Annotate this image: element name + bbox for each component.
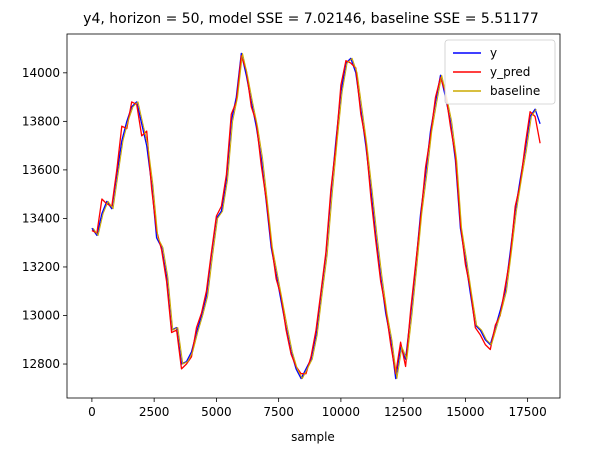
- legend-label-y-pred: y_pred: [490, 65, 530, 79]
- x-tick-label: 17500: [509, 405, 547, 419]
- x-axis: 0 2500 5000 7500 10000 12500 15000 17500: [88, 398, 547, 419]
- x-tick-label: 2500: [139, 405, 170, 419]
- y-tick-label: 12800: [22, 357, 60, 371]
- x-tick-label: 7500: [263, 405, 294, 419]
- legend-label-baseline: baseline: [490, 84, 540, 98]
- plot-frame: [66, 33, 561, 399]
- y-axis: 12800 13000 13200 13400 13600 13800 14000: [22, 66, 67, 371]
- x-tick-label: 15000: [446, 405, 484, 419]
- y-tick-label: 14000: [22, 66, 60, 80]
- legend-label-y: y: [490, 46, 497, 60]
- x-tick-label: 0: [88, 405, 96, 419]
- x-axis-label: sample: [291, 430, 335, 444]
- y-tick-label: 13200: [22, 260, 60, 274]
- x-tick-label: 12500: [384, 405, 422, 419]
- series-line-baseline: [92, 52, 537, 380]
- y-tick-label: 13000: [22, 308, 60, 322]
- x-tick-label: 10000: [322, 405, 360, 419]
- legend-box: [444, 39, 556, 105]
- series-layer: [91, 52, 541, 380]
- y-tick-label: 13800: [22, 114, 60, 128]
- legend: y y_pred baseline: [444, 39, 556, 105]
- y-tick-label: 13400: [22, 211, 60, 225]
- chart-title: y4, horizon = 50, model SSE = 7.02146, b…: [83, 11, 539, 27]
- series-line-y-pred: [91, 55, 541, 375]
- x-tick-label: 5000: [201, 405, 232, 419]
- y-tick-label: 13600: [22, 163, 60, 177]
